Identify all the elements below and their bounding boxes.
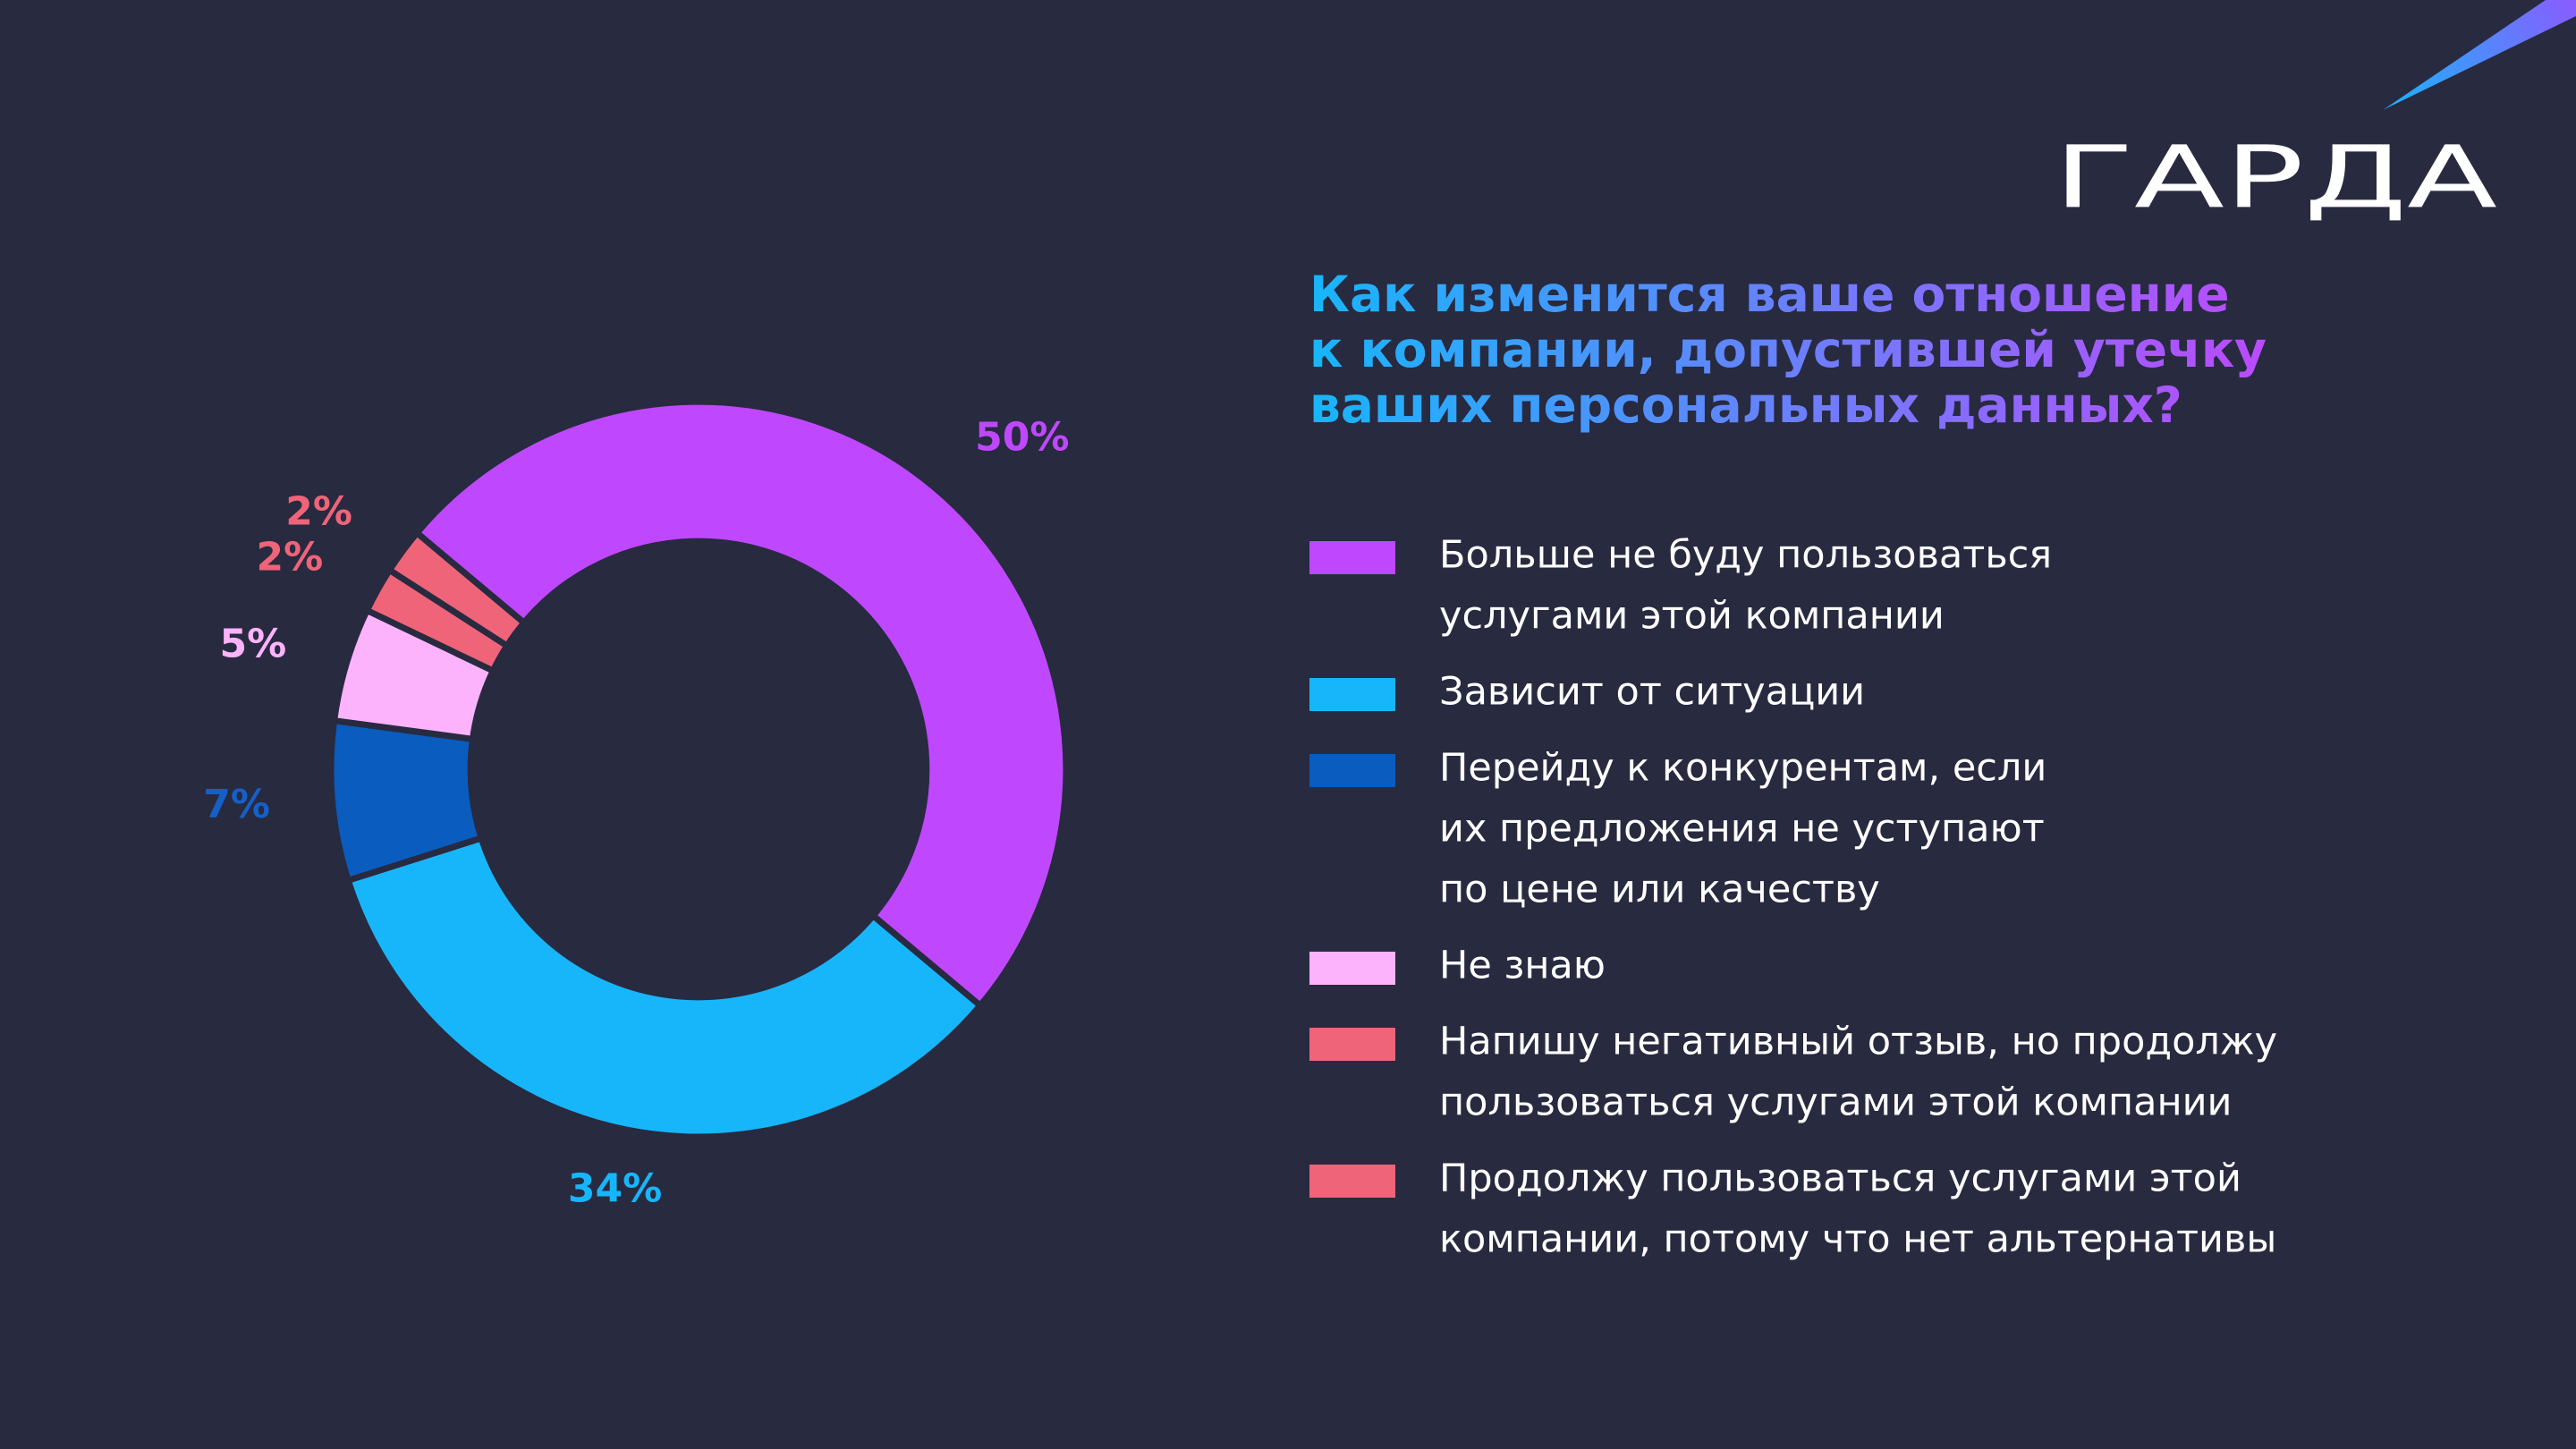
chart-title: к компании, допустившей утечку	[1309, 321, 2267, 378]
chart-title: Как изменится ваше отношение	[1309, 266, 2230, 323]
legend-label: их предложения не уступают	[1439, 807, 2045, 852]
pie-segment	[385, 528, 529, 650]
legend-swatch	[1309, 678, 1395, 711]
legend-label: услугами этой компании	[1439, 594, 1945, 639]
value-label: 2%	[285, 489, 352, 535]
value-label: 7%	[203, 782, 270, 827]
pie-segment	[343, 834, 985, 1140]
pie-segment	[412, 398, 1070, 1011]
legend-label: Не знаю	[1439, 944, 1606, 988]
logo: ГАРДА	[2054, 127, 2497, 227]
legend-swatch	[1309, 754, 1395, 787]
legend-label: Больше не буду пользоваться	[1439, 533, 2052, 578]
legend-swatch	[1309, 952, 1395, 985]
value-label: 34%	[568, 1166, 662, 1212]
legend-label: компании, потому что нет альтернативы	[1439, 1217, 2276, 1262]
value-label: 2%	[257, 534, 324, 580]
value-label: 5%	[219, 622, 286, 667]
legend-label: пользоваться услугами этой компании	[1439, 1080, 2232, 1125]
legend-swatch	[1309, 1028, 1395, 1061]
legend-label: Напишу негативный отзыв, но продолжу	[1439, 1020, 2277, 1064]
legend-swatch	[1309, 1165, 1395, 1198]
chart-title: ваших персональных данных?	[1309, 377, 2182, 434]
legend-swatch	[1309, 541, 1395, 574]
decor-streak	[2383, 0, 2576, 110]
legend-label: по цене или качеству	[1439, 868, 1880, 912]
value-label: 50%	[975, 415, 1069, 461]
legend-label: Перейду к конкурентам, если	[1439, 746, 2046, 791]
legend-label: Продолжу пользоваться услугами этой	[1439, 1157, 2241, 1201]
legend-label: Зависит от ситуации	[1439, 670, 1865, 715]
